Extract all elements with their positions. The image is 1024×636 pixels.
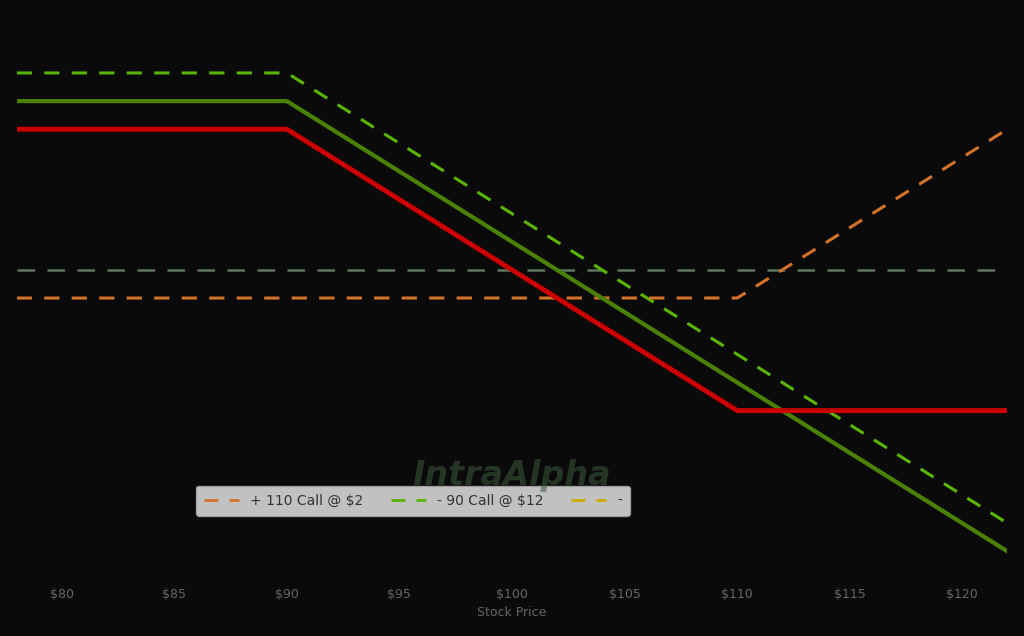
Legend: + 110 Call @ $2, - 90 Call @ $12, -: + 110 Call @ $2, - 90 Call @ $12, -: [196, 485, 630, 516]
X-axis label: Stock Price: Stock Price: [477, 606, 547, 619]
Text: IntraAlpha: IntraAlpha: [413, 459, 611, 492]
